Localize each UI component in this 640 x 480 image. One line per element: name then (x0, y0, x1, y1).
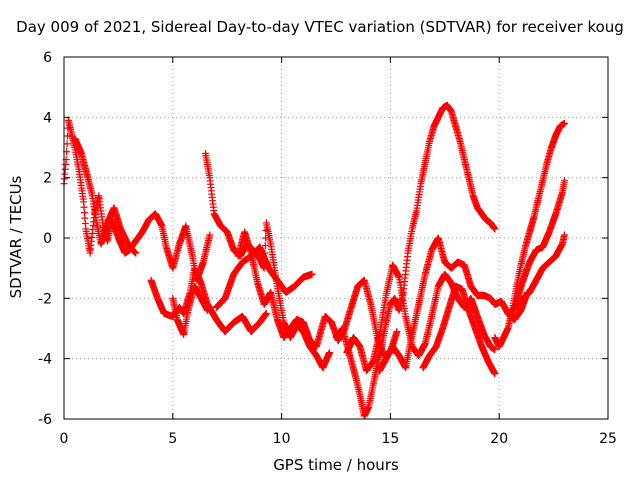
data-series-1 (60, 116, 214, 284)
data-series-14 (513, 231, 568, 311)
data-series-8 (332, 101, 499, 420)
data-point (132, 249, 140, 257)
axis-ticks: 0 5 10 15 20 25 -6 -4 -2 0 2 4 6 (38, 50, 617, 447)
data-point (491, 370, 499, 378)
x-tick-label: 0 (60, 431, 69, 447)
data-point (325, 349, 333, 357)
data-point (63, 140, 71, 148)
data-series-2 (71, 134, 140, 257)
chart-title: Day 009 of 2021, Sidereal Day-to-day VTE… (16, 18, 624, 36)
data-point (206, 231, 214, 239)
data-point (491, 225, 499, 233)
y-tick-label: 4 (43, 110, 52, 126)
y-tick-label: -4 (38, 352, 52, 368)
data-series-9 (343, 261, 499, 375)
data-point (560, 119, 568, 127)
data-points (60, 101, 568, 420)
y-tick-label: -2 (38, 291, 52, 307)
x-tick-label: 25 (599, 431, 617, 447)
data-point (491, 346, 499, 354)
data-series-4 (169, 282, 212, 339)
data-point (560, 231, 568, 239)
data-point (261, 242, 269, 250)
x-tick-label: 15 (381, 431, 399, 447)
data-point (393, 328, 401, 336)
data-series-11 (419, 282, 499, 378)
data-point (560, 177, 568, 185)
y-tick-label: 6 (43, 50, 52, 66)
data-point (262, 309, 270, 317)
x-axis-label: GPS time / hours (273, 456, 399, 474)
data-series-3 (147, 264, 270, 336)
data-point (308, 270, 316, 278)
x-tick-label: 10 (273, 431, 291, 447)
data-series-10 (376, 234, 531, 375)
y-tick-label: -6 (38, 412, 52, 428)
data-point (204, 306, 212, 314)
y-tick-label: 0 (43, 231, 52, 247)
data-series-12 (491, 119, 568, 351)
y-axis-label: SDTVAR / TECUs (7, 175, 25, 299)
data-point (63, 132, 71, 140)
data-series-6 (212, 243, 316, 311)
x-tick-label: 20 (490, 431, 508, 447)
data-series-5 (201, 150, 333, 372)
x-tick-label: 5 (168, 431, 177, 447)
gridlines (64, 57, 608, 419)
y-tick-label: 2 (43, 171, 52, 187)
